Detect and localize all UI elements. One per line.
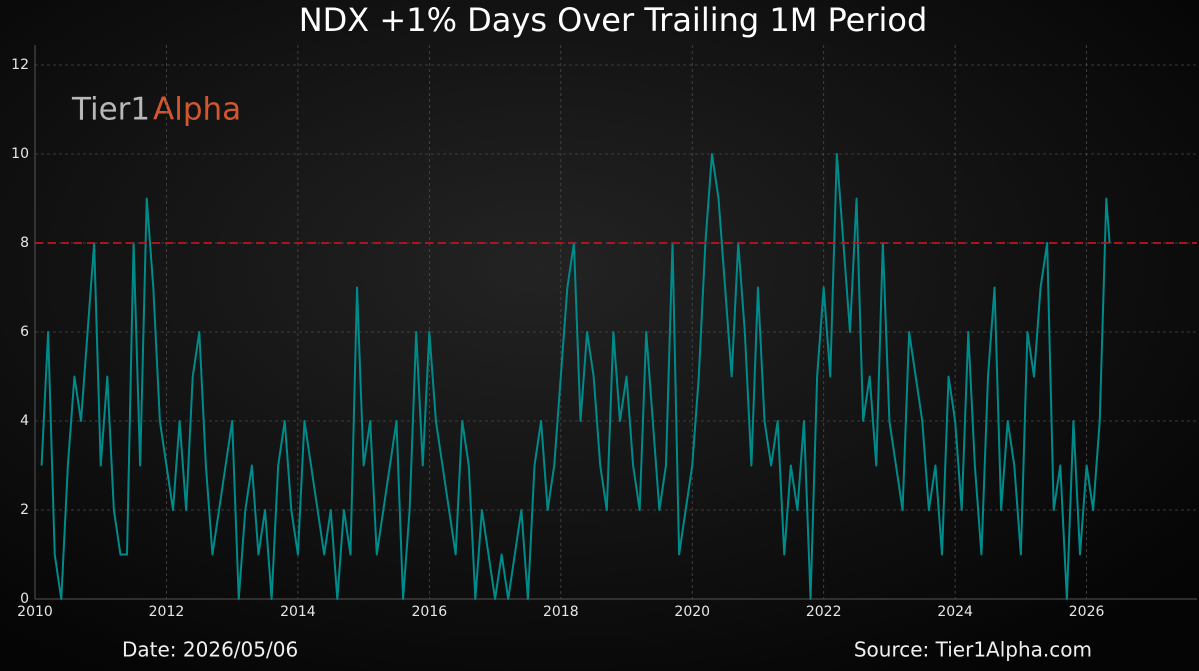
x-tick-label: 2016 bbox=[412, 604, 448, 620]
y-tick-label: 10 bbox=[11, 146, 29, 162]
data-line bbox=[40, 153, 1111, 600]
x-tick-label: 2026 bbox=[1069, 604, 1105, 620]
y-tick-label: 6 bbox=[20, 324, 29, 340]
date-label: Date: 2026/05/06 bbox=[122, 638, 298, 662]
x-tick-label: 2012 bbox=[149, 604, 185, 620]
x-tick-label: 2010 bbox=[17, 604, 53, 620]
x-tick-label: 2018 bbox=[543, 604, 579, 620]
y-tick-label: 8 bbox=[20, 235, 29, 251]
source-label: Source: Tier1Alpha.com bbox=[854, 638, 1092, 662]
x-tick-label: 2022 bbox=[806, 604, 842, 620]
y-tick-label: 0 bbox=[20, 591, 29, 607]
y-tick-label: 12 bbox=[11, 57, 29, 73]
y-tick-label: 4 bbox=[20, 413, 29, 429]
chart-title: NDX +1% Days Over Trailing 1M Period bbox=[299, 1, 928, 39]
x-tick-label: 2020 bbox=[674, 604, 710, 620]
y-tick-label: 2 bbox=[20, 502, 29, 518]
x-tick-label: 2014 bbox=[280, 604, 316, 620]
x-tick-label: 2024 bbox=[937, 604, 973, 620]
logo-part-2: Alpha bbox=[153, 92, 241, 128]
logo-part-1: Tier1 bbox=[71, 92, 150, 128]
